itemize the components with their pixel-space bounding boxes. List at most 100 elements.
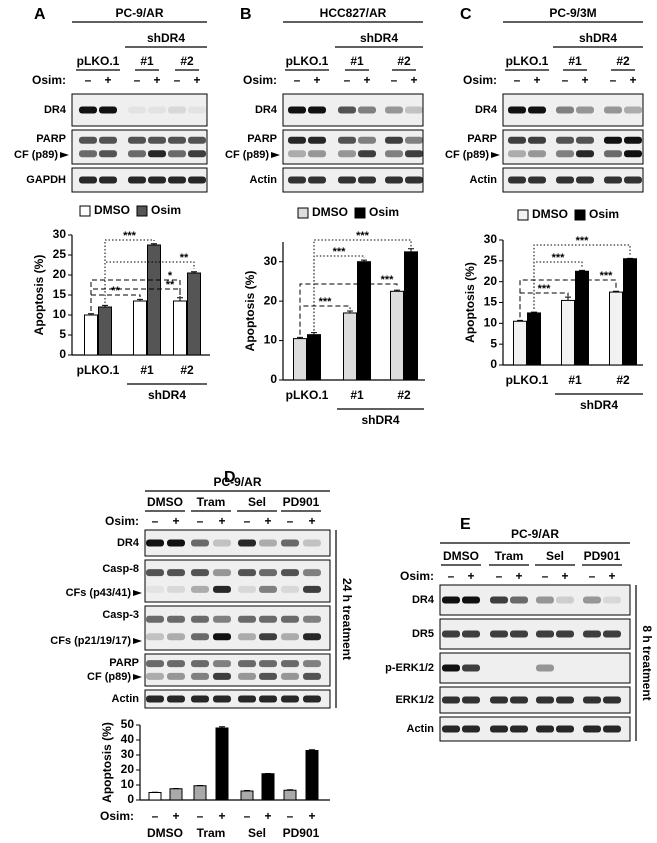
band	[148, 106, 166, 114]
band	[462, 596, 480, 604]
error-bar	[394, 289, 400, 292]
bar	[527, 312, 541, 366]
treatment-label: Osim:	[32, 73, 66, 87]
group-label: shDR4	[147, 31, 185, 45]
arrow	[271, 152, 280, 158]
band	[303, 615, 321, 623]
bar	[307, 334, 321, 381]
bar	[173, 300, 187, 356]
x-tick-label: #2	[180, 363, 194, 377]
band	[288, 136, 306, 144]
band	[576, 136, 594, 144]
band	[442, 630, 460, 638]
error-bar	[191, 271, 197, 273]
side-label: 8 h treatment	[640, 625, 654, 700]
bar	[193, 785, 207, 801]
legend-swatch	[79, 205, 91, 217]
band	[191, 695, 209, 703]
treatment-sign: +	[363, 73, 370, 87]
panel-title: PC-9/AR	[115, 6, 163, 20]
arrow	[491, 152, 500, 158]
significance-label: ***	[333, 246, 347, 258]
band	[338, 106, 356, 114]
error-bar	[151, 243, 157, 245]
treatment-label: Osim:	[400, 569, 434, 583]
panel-letter: B	[240, 6, 252, 23]
band	[583, 596, 601, 604]
y-tick-label: 40	[121, 732, 135, 746]
band	[603, 596, 621, 604]
lane-label: Sel	[546, 549, 564, 563]
treatment-sign: +	[104, 73, 111, 87]
band	[308, 136, 326, 144]
lane-label: DMSO	[443, 549, 479, 563]
x-row-label: Osim:	[100, 809, 134, 823]
error-bar	[347, 310, 353, 313]
treatment-sign: +	[308, 514, 315, 528]
x-tick-label: +	[264, 809, 271, 823]
treatment-sign: –	[134, 73, 141, 87]
bar	[293, 338, 307, 381]
band	[442, 596, 460, 604]
band	[281, 539, 299, 547]
row-sublabel: CF (p89)	[445, 149, 489, 161]
x-group-label: shDR4	[148, 388, 186, 402]
significance-label: ***	[552, 252, 566, 264]
band	[556, 176, 574, 184]
panel-letter: C	[460, 6, 472, 23]
lane-label: PD901	[584, 549, 621, 563]
x-tick-label: –	[197, 809, 204, 823]
bar	[169, 788, 183, 801]
band	[238, 539, 256, 547]
band	[128, 106, 146, 114]
bar	[561, 299, 575, 366]
band	[99, 106, 117, 114]
band	[213, 672, 231, 680]
band	[191, 539, 209, 547]
band	[358, 176, 376, 184]
x-tick-label: pLKO.1	[506, 373, 549, 387]
legend-label: DMSO	[312, 205, 348, 219]
treatment-sign: –	[562, 73, 569, 87]
band	[238, 569, 256, 577]
row-label: DR4	[255, 104, 278, 116]
band	[462, 664, 480, 672]
legend-swatch	[517, 209, 529, 221]
y-tick-label: 30	[121, 747, 135, 761]
error-bar	[517, 319, 523, 322]
y-axis-label: Apoptosis (%)	[243, 271, 257, 352]
band	[385, 106, 403, 114]
band	[146, 539, 164, 547]
row-label: DR4	[117, 537, 140, 549]
y-tick-label: 0	[490, 357, 497, 371]
band	[490, 630, 508, 638]
treatment-sign: +	[467, 569, 474, 583]
row-sublabel: CFs (p21/19/17)	[50, 635, 131, 647]
significance-label: ***	[123, 230, 137, 242]
bar	[357, 261, 371, 381]
band	[556, 630, 574, 638]
x-group-label: Tram	[197, 826, 226, 840]
band	[79, 106, 97, 114]
significance-label: ***	[538, 283, 552, 295]
band	[288, 150, 306, 158]
band	[536, 725, 554, 733]
band	[146, 660, 164, 668]
row-label: PARP	[467, 133, 497, 145]
band	[281, 672, 299, 680]
band	[583, 696, 601, 704]
error-bar	[309, 749, 315, 751]
panel-letter: A	[34, 6, 46, 23]
significance-label: ***	[319, 296, 333, 308]
treatment-label: Osim:	[463, 73, 497, 87]
significance-label: ***	[381, 274, 395, 286]
legend-label: Osim	[369, 205, 399, 219]
band	[536, 596, 554, 604]
band	[385, 150, 403, 158]
band	[308, 106, 326, 114]
band	[528, 150, 546, 158]
x-tick-label: –	[244, 809, 251, 823]
band	[99, 136, 117, 144]
lane-label: #1	[140, 54, 154, 68]
band	[281, 633, 299, 641]
